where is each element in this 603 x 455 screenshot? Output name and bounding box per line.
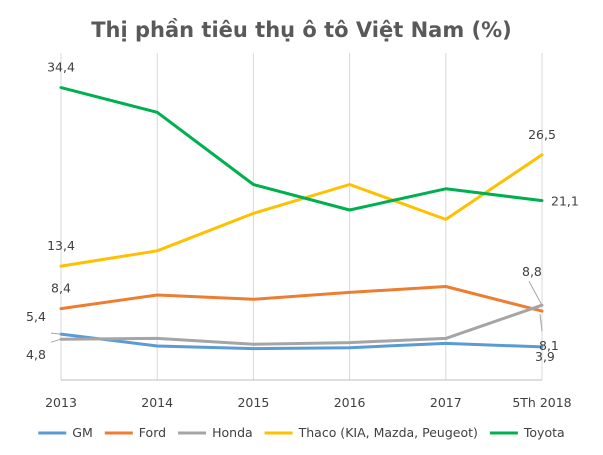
legend-item-ford: Ford [104, 425, 166, 440]
legend-label: Ford [139, 425, 166, 440]
series-line-ford [59, 285, 544, 313]
leader-line [539, 314, 543, 332]
series-line-gm [59, 332, 544, 351]
data-label-thaco-kia-mazda-peugeot: 13,4 [47, 238, 75, 253]
legend-item-toyota: Toyota [489, 425, 565, 440]
data-label-toyota: 21,1 [551, 194, 579, 209]
x-tick-label: 2017 [430, 395, 462, 410]
x-tick-label: 5Th 2018 [512, 395, 571, 410]
data-label-gm: 5,4 [26, 309, 46, 324]
data-label-honda: 4,8 [26, 347, 46, 362]
data-label-thaco-kia-mazda-peugeot: 26,5 [528, 127, 556, 142]
leader-line [50, 332, 62, 335]
legend-label: GM [72, 425, 92, 440]
x-tick-label: 2015 [237, 395, 269, 410]
data-label-toyota: 34,4 [47, 60, 75, 75]
legend-label: Thaco (KIA, Mazda, Peugeot) [298, 425, 478, 440]
legend-item-thaco-kia-mazda-peugeot: Thaco (KIA, Mazda, Peugeot) [264, 425, 478, 440]
series-line-toyota [59, 86, 544, 212]
legend-label: Honda [212, 425, 253, 440]
x-tick-label: 2013 [45, 395, 77, 410]
leader-line [528, 280, 543, 306]
chart-title: Thị phần tiêu thụ ô tô Việt Nam (%) [91, 18, 512, 42]
x-tick-label: 2014 [141, 395, 173, 410]
data-label-honda: 8,8 [522, 264, 542, 279]
legend-item-gm: GM [38, 425, 93, 440]
data-label-ford: 8,1 [539, 338, 559, 353]
series-line-honda [59, 303, 544, 346]
legend-label: Toyota [523, 425, 565, 440]
legend-item-honda: Honda [178, 425, 253, 440]
leader-line [50, 338, 62, 343]
data-label-gm: 3,9 [535, 349, 555, 364]
x-tick-label: 2016 [334, 395, 366, 410]
data-label-ford: 8,4 [51, 281, 71, 296]
series-line-thaco-kia-mazda-peugeot [59, 153, 544, 268]
